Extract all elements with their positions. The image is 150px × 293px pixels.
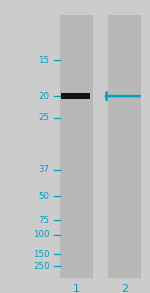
Text: 50: 50	[39, 192, 50, 201]
Bar	[60, 15, 93, 278]
Text: 250: 250	[33, 262, 50, 270]
Text: 1: 1	[73, 284, 80, 293]
Text: 2: 2	[121, 284, 128, 293]
Text: 150: 150	[33, 250, 50, 259]
Text: 15: 15	[39, 56, 50, 64]
Bar	[61, 93, 90, 99]
Text: 25: 25	[39, 113, 50, 122]
Text: 20: 20	[39, 92, 50, 100]
Text: 100: 100	[33, 231, 50, 239]
Text: 75: 75	[39, 216, 50, 225]
Text: 37: 37	[39, 166, 50, 174]
Bar	[108, 15, 141, 278]
